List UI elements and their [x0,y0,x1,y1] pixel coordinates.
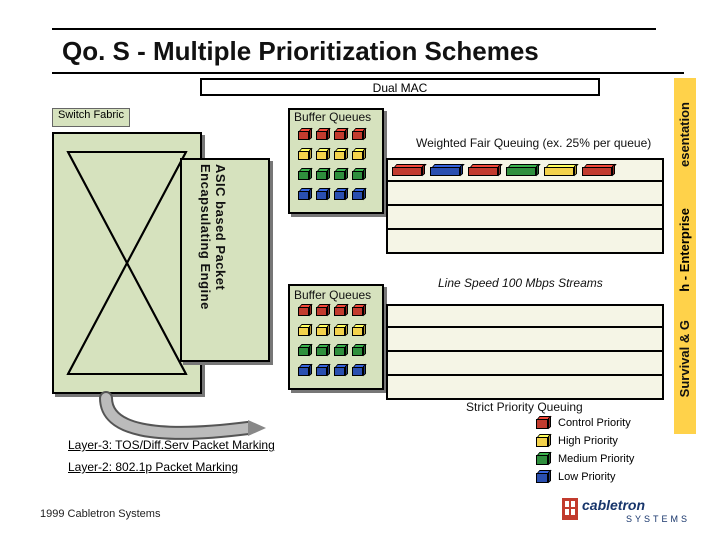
packet-cube [334,128,348,140]
legend-cube [536,452,552,466]
legend-label: Medium Priority [558,453,634,465]
output-lane [386,158,664,182]
packet-cube [352,128,366,140]
packet-cube [392,164,426,176]
packet-cube [506,164,540,176]
spq-caption: Strict Priority Queuing [466,400,583,414]
page-title: Qo. S - Multiple Prioritization Schemes [62,36,539,67]
packet-cube [352,148,366,160]
logo-brand-bottom: SYSTEMS [626,514,690,524]
wfq-lane-stack [386,158,664,254]
packet-cube [316,304,330,316]
packet-cube [352,344,366,356]
packet-cube [430,164,464,176]
packet-cube [298,364,312,376]
packet-cube [298,324,312,336]
packet-cube [316,168,330,180]
packet-cube [582,164,616,176]
legend-cube [536,416,552,430]
packet-cube [298,168,312,180]
output-lane [386,376,664,400]
packet-cube [316,344,330,356]
layer3-marking-label: Layer-3: TOS/Diff.Serv Packet Marking [68,438,275,452]
packet-cube [334,324,348,336]
spq-lane-stack [386,304,664,400]
switch-fabric-label: Switch Fabric [52,108,130,127]
buffer-row [298,344,366,356]
buffer-row [298,148,366,160]
packet-cube [334,188,348,200]
lane-packets [392,164,616,176]
buffer-row [298,168,366,180]
legend-cube [536,470,552,484]
packet-cube [334,344,348,356]
packet-cube [298,148,312,160]
packet-cube [352,304,366,316]
packet-cube [468,164,502,176]
packet-cube [316,148,330,160]
output-lane [386,206,664,230]
packet-cube [334,148,348,160]
legend-label: High Priority [558,435,618,447]
cabletron-logo: cabletron SYSTEMS [562,494,692,526]
legend-row: Low Priority [536,470,634,484]
output-lane [386,352,664,376]
output-lane [386,230,664,254]
wfq-caption: Weighted Fair Queuing (ex. 25% per queue… [416,136,651,150]
packet-cube [316,364,330,376]
packet-cube [298,188,312,200]
packet-cube [352,324,366,336]
rule-top [52,28,656,30]
packet-cube [298,344,312,356]
buffer-row [298,188,366,200]
footer-copyright: 1999 Cabletron Systems [40,508,160,520]
side-text-mid: h - Enterprise [677,208,692,292]
buffer-queues-label-bottom: Buffer Queues [294,288,371,302]
packet-cube [544,164,578,176]
buffer-row [298,324,366,336]
output-lane [386,328,664,352]
legend-row: Medium Priority [536,452,634,466]
packet-cube [352,364,366,376]
packet-cube [352,168,366,180]
layer2-marking-label: Layer-2: 802.1p Packet Marking [68,460,238,474]
buffer-row [298,128,366,140]
packet-cube [298,304,312,316]
buffer-row [298,364,366,376]
engine-text: ASIC based Packet Encapsulating Engine [198,164,228,360]
packet-cube [334,168,348,180]
legend-row: Control Priority [536,416,634,430]
rule-under-title [52,72,684,74]
legend-cube [536,434,552,448]
packet-cube [316,324,330,336]
buffer-queues-label-top: Buffer Queues [294,110,371,124]
packet-cube [352,188,366,200]
output-lane [386,182,664,206]
cross-diagram [66,150,188,376]
packet-cube [334,364,348,376]
buffer-row [298,304,366,316]
side-text-lower: Survival & G [677,320,692,397]
packet-cube [298,128,312,140]
line-speed-caption: Line Speed 100 Mbps Streams [438,276,603,290]
packet-cube [334,304,348,316]
output-lane [386,304,664,328]
packet-cube [316,188,330,200]
priority-legend: Control Priority High Priority Medium Prio… [536,416,634,488]
legend-row: High Priority [536,434,634,448]
packet-cube [316,128,330,140]
legend-label: Control Priority [558,417,631,429]
legend-label: Low Priority [558,471,615,483]
dual-mac-box: Dual MAC [200,78,600,96]
side-text-upper: esentation [677,102,692,167]
logo-brand-top: cabletron [582,497,645,513]
